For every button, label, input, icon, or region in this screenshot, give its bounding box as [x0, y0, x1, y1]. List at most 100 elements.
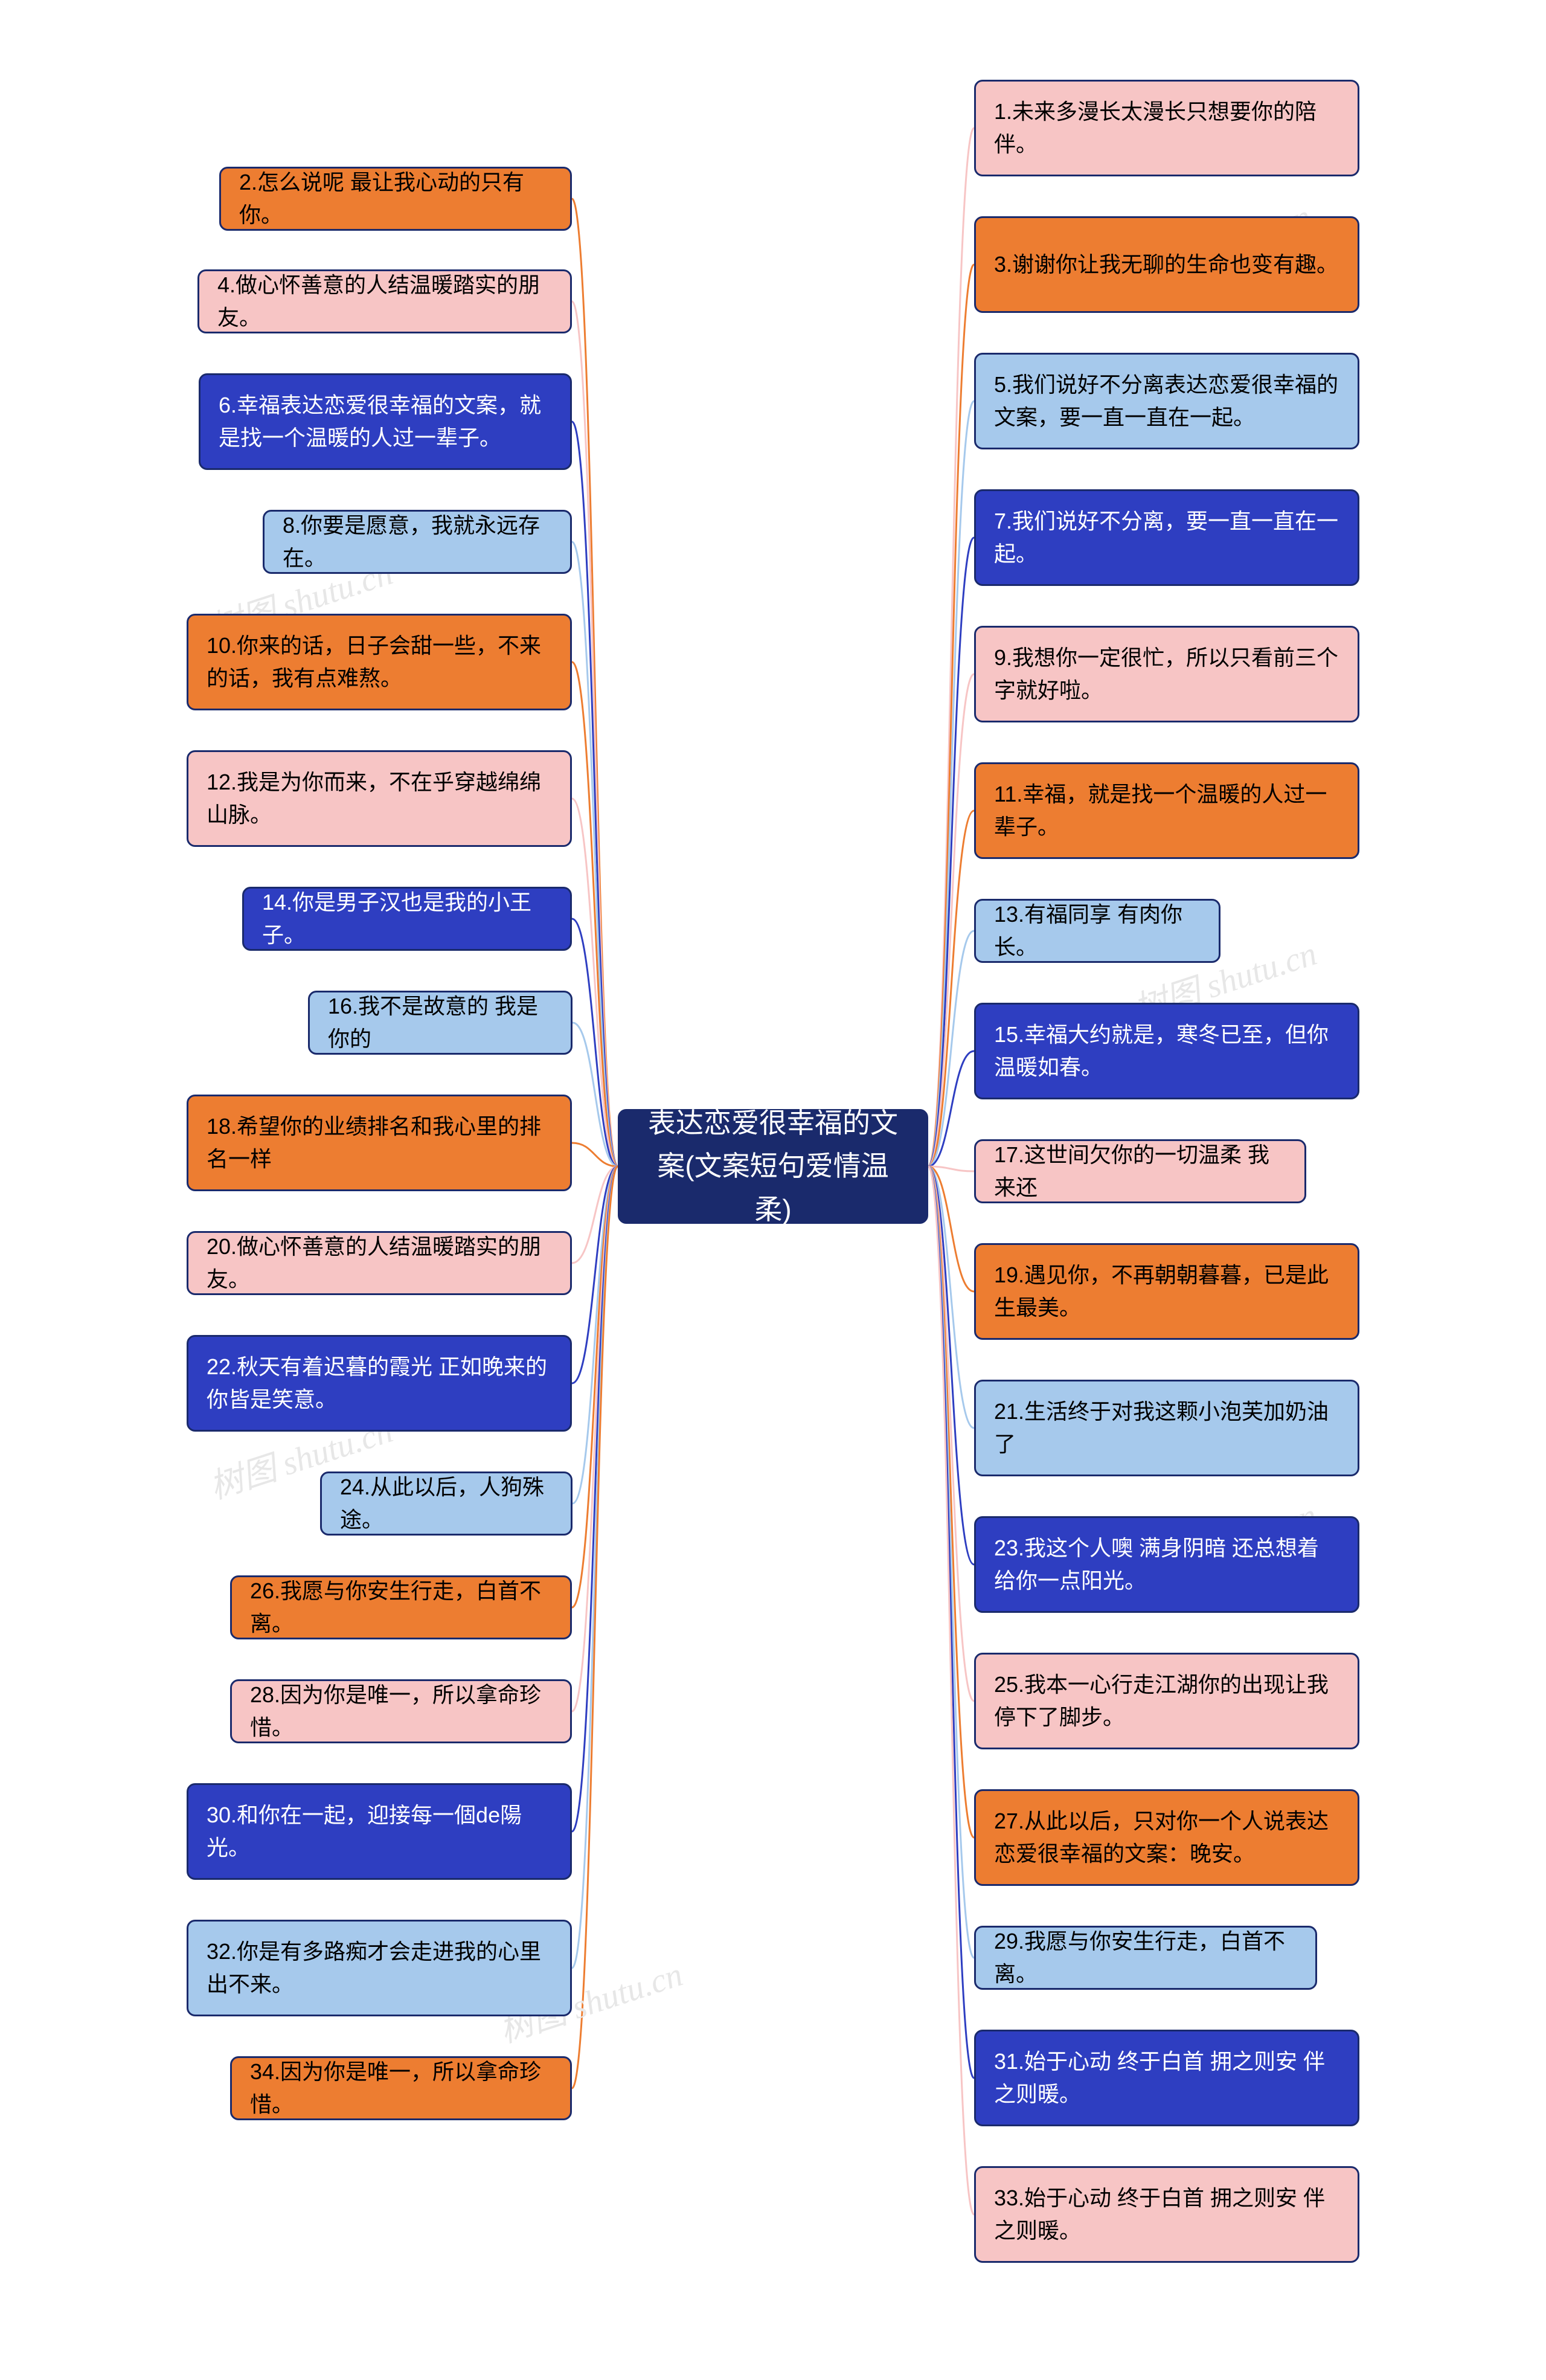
mindmap-node-6[interactable]: 6.幸福表达恋爱很幸福的文案，就是找一个温暖的人过一辈子。 — [199, 373, 572, 470]
edge-9 — [928, 674, 974, 1166]
mindmap-node-31[interactable]: 31.始于心动 终于白首 拥之则安 伴之则暖。 — [974, 2030, 1359, 2126]
edge-7 — [928, 538, 974, 1166]
node-label: 5.我们说好不分离表达恋爱很幸福的文案，要一直一直在一起。 — [994, 368, 1339, 434]
edge-21 — [928, 1166, 974, 1428]
node-label: 12.我是为你而来，不在乎穿越绵绵山脉。 — [207, 766, 552, 831]
mindmap-node-11[interactable]: 11.幸福，就是找一个温暖的人过一辈子。 — [974, 762, 1359, 859]
edge-30 — [572, 1166, 618, 1832]
mindmap-node-14[interactable]: 14.你是男子汉也是我的小王子。 — [242, 887, 572, 951]
edge-3 — [928, 265, 974, 1166]
node-label: 22.秋天有着迟暮的霞光 正如晚来的你皆是笑意。 — [207, 1351, 552, 1416]
edge-27 — [928, 1166, 974, 1838]
node-label: 16.我不是故意的 我是你的 — [328, 990, 553, 1055]
node-label: 6.幸福表达恋爱很幸福的文案，就是找一个温暖的人过一辈子。 — [219, 389, 552, 454]
node-label: 18.希望你的业绩排名和我心里的排名一样 — [207, 1110, 552, 1176]
edge-1 — [928, 128, 974, 1166]
mindmap-canvas: 树图 shutu.cn树图 shutu.cn树图 shutu.cn树图 shut… — [0, 0, 1546, 2380]
edge-14 — [572, 919, 618, 1166]
mindmap-node-32[interactable]: 32.你是有多路痴才会走进我的心里出不来。 — [187, 1920, 572, 2016]
mindmap-node-2[interactable]: 2.怎么说呢 最让我心动的只有你。 — [219, 167, 572, 231]
edge-23 — [928, 1166, 974, 1565]
mindmap-node-10[interactable]: 10.你来的话，日子会甜一些，不来的话，我有点难熬。 — [187, 614, 572, 710]
node-label: 2.怎么说呢 最让我心动的只有你。 — [239, 166, 552, 231]
mindmap-node-22[interactable]: 22.秋天有着迟暮的霞光 正如晚来的你皆是笑意。 — [187, 1335, 572, 1432]
mindmap-node-25[interactable]: 25.我本一心行走江湖你的出现让我停下了脚步。 — [974, 1653, 1359, 1749]
node-label: 11.幸福，就是找一个温暖的人过一辈子。 — [994, 778, 1339, 843]
node-label: 10.你来的话，日子会甜一些，不来的话，我有点难熬。 — [207, 629, 552, 695]
mindmap-node-12[interactable]: 12.我是为你而来，不在乎穿越绵绵山脉。 — [187, 750, 572, 847]
mindmap-node-19[interactable]: 19.遇见你，不再朝朝暮暮，已是此生最美。 — [974, 1243, 1359, 1340]
mindmap-node-13[interactable]: 13.有福同享 有肉你长。 — [974, 899, 1220, 963]
mindmap-node-24[interactable]: 24.从此以后，人狗殊途。 — [320, 1471, 573, 1536]
node-label: 20.做心怀善意的人结温暖踏实的朋友。 — [207, 1230, 552, 1296]
mindmap-node-8[interactable]: 8.你要是愿意，我就永远存在。 — [263, 510, 572, 574]
edge-18 — [572, 1143, 618, 1166]
mindmap-node-34[interactable]: 34.因为你是唯一，所以拿命珍惜。 — [230, 2056, 572, 2120]
edge-11 — [928, 811, 974, 1166]
mindmap-node-17[interactable]: 17.这世间欠你的一切温柔 我来还 — [974, 1139, 1306, 1203]
node-label: 4.做心怀善意的人结温暖踏实的朋友。 — [217, 269, 552, 334]
edge-5 — [928, 401, 974, 1166]
mindmap-node-26[interactable]: 26.我愿与你安生行走，白首不离。 — [230, 1575, 572, 1639]
mindmap-node-16[interactable]: 16.我不是故意的 我是你的 — [308, 991, 573, 1055]
edge-12 — [572, 799, 618, 1166]
edge-34 — [572, 1166, 618, 2088]
center-label: 表达恋爱很幸福的文案(文案短句爱情温柔) — [644, 1102, 902, 1231]
edge-22 — [572, 1166, 618, 1383]
node-label: 30.和你在一起，迎接每一個de陽光。 — [207, 1799, 552, 1864]
node-label: 28.因为你是唯一，所以拿命珍惜。 — [250, 1679, 552, 1744]
mindmap-node-1[interactable]: 1.未来多漫长太漫长只想要你的陪伴。 — [974, 80, 1359, 176]
edge-13 — [928, 931, 974, 1166]
mindmap-node-9[interactable]: 9.我想你一定很忙，所以只看前三个字就好啦。 — [974, 626, 1359, 722]
node-label: 25.我本一心行走江湖你的出现让我停下了脚步。 — [994, 1668, 1339, 1734]
mindmap-node-30[interactable]: 30.和你在一起，迎接每一個de陽光。 — [187, 1783, 572, 1880]
edge-29 — [928, 1166, 974, 1958]
mindmap-node-21[interactable]: 21.生活终于对我这颗小泡芙加奶油了 — [974, 1380, 1359, 1476]
node-label: 34.因为你是唯一，所以拿命珍惜。 — [250, 2056, 552, 2121]
mindmap-node-23[interactable]: 23.我这个人噢 满身阴暗 还总想着给你一点阳光。 — [974, 1516, 1359, 1613]
node-label: 17.这世间欠你的一切温柔 我来还 — [994, 1139, 1286, 1204]
node-label: 3.谢谢你让我无聊的生命也变有趣。 — [994, 248, 1338, 281]
node-label: 8.你要是愿意，我就永远存在。 — [283, 509, 552, 574]
center-node[interactable]: 表达恋爱很幸福的文案(文案短句爱情温柔) — [618, 1109, 928, 1224]
edge-19 — [928, 1166, 974, 1291]
edge-33 — [928, 1166, 974, 2214]
mindmap-node-29[interactable]: 29.我愿与你安生行走，白首不离。 — [974, 1926, 1317, 1990]
node-label: 26.我愿与你安生行走，白首不离。 — [250, 1575, 552, 1640]
node-label: 19.遇见你，不再朝朝暮暮，已是此生最美。 — [994, 1259, 1339, 1324]
node-label: 24.从此以后，人狗殊途。 — [340, 1471, 553, 1536]
edge-26 — [572, 1166, 618, 1607]
mindmap-node-27[interactable]: 27.从此以后，只对你一个人说表达恋爱很幸福的文案：晚安。 — [974, 1789, 1359, 1886]
node-label: 33.始于心动 终于白首 拥之则安 伴之则暖。 — [994, 2182, 1339, 2247]
edge-15 — [928, 1051, 974, 1166]
node-label: 29.我愿与你安生行走，白首不离。 — [994, 1925, 1297, 1990]
edge-17 — [928, 1166, 974, 1171]
edge-32 — [572, 1166, 618, 1968]
edge-2 — [572, 199, 618, 1166]
edge-25 — [928, 1166, 974, 1701]
edge-28 — [572, 1166, 618, 1711]
mindmap-node-28[interactable]: 28.因为你是唯一，所以拿命珍惜。 — [230, 1679, 572, 1743]
mindmap-node-18[interactable]: 18.希望你的业绩排名和我心里的排名一样 — [187, 1095, 572, 1191]
mindmap-node-15[interactable]: 15.幸福大约就是，寒冬已至，但你温暖如春。 — [974, 1003, 1359, 1099]
edge-10 — [572, 662, 618, 1166]
node-label: 32.你是有多路痴才会走进我的心里出不来。 — [207, 1935, 552, 2001]
mindmap-node-7[interactable]: 7.我们说好不分离，要一直一直在一起。 — [974, 489, 1359, 586]
node-label: 9.我想你一定很忙，所以只看前三个字就好啦。 — [994, 642, 1339, 707]
mindmap-node-33[interactable]: 33.始于心动 终于白首 拥之则安 伴之则暖。 — [974, 2166, 1359, 2263]
mindmap-node-5[interactable]: 5.我们说好不分离表达恋爱很幸福的文案，要一直一直在一起。 — [974, 353, 1359, 449]
mindmap-node-3[interactable]: 3.谢谢你让我无聊的生命也变有趣。 — [974, 216, 1359, 313]
mindmap-node-20[interactable]: 20.做心怀善意的人结温暖踏实的朋友。 — [187, 1231, 572, 1295]
edge-16 — [573, 1023, 618, 1166]
edge-31 — [928, 1166, 974, 2078]
node-label: 21.生活终于对我这颗小泡芙加奶油了 — [994, 1395, 1339, 1461]
node-label: 13.有福同享 有肉你长。 — [994, 898, 1201, 963]
edge-24 — [573, 1166, 618, 1504]
node-label: 1.未来多漫长太漫长只想要你的陪伴。 — [994, 95, 1339, 161]
node-label: 15.幸福大约就是，寒冬已至，但你温暖如春。 — [994, 1018, 1339, 1084]
edge-4 — [572, 301, 618, 1166]
node-label: 27.从此以后，只对你一个人说表达恋爱很幸福的文案：晚安。 — [994, 1805, 1339, 1870]
edge-8 — [572, 542, 618, 1166]
mindmap-node-4[interactable]: 4.做心怀善意的人结温暖踏实的朋友。 — [197, 269, 572, 333]
edge-20 — [572, 1166, 618, 1263]
